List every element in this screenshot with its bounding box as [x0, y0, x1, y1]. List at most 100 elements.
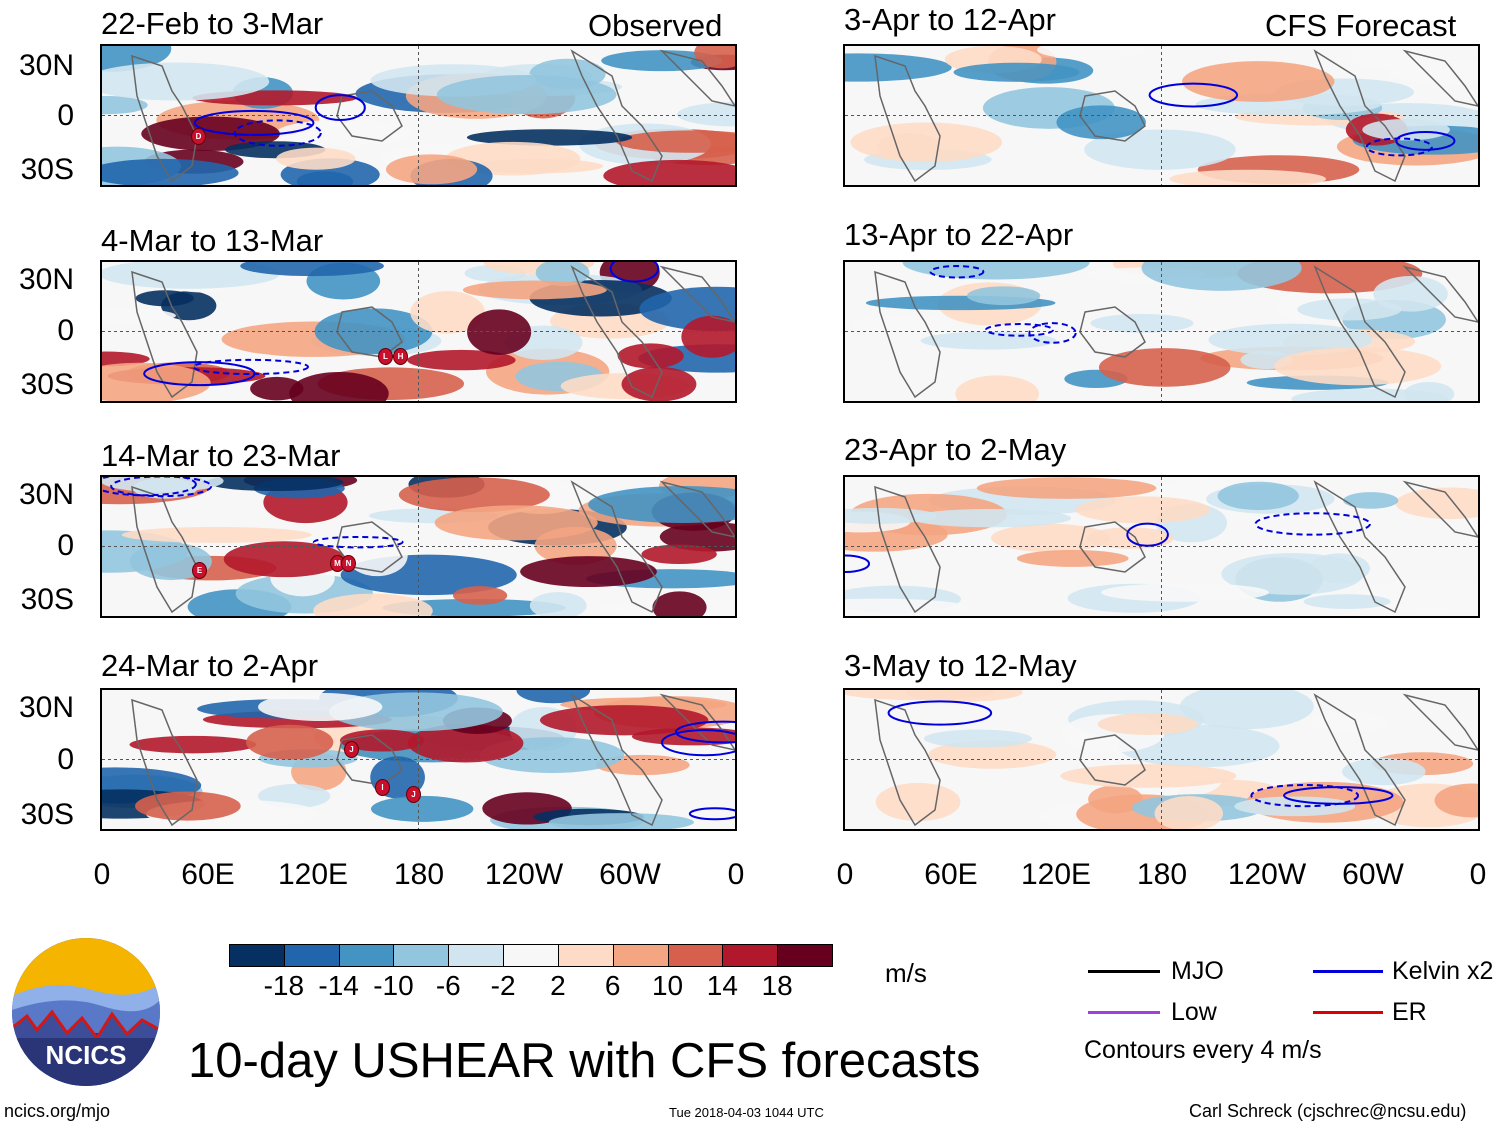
shear-anomaly-blob [102, 158, 239, 185]
kelvin-contour [929, 265, 985, 279]
kelvin-contour [660, 729, 735, 757]
coastline [1313, 265, 1406, 399]
shear-anomaly-blob [529, 592, 587, 616]
shear-anomaly-blob [141, 116, 280, 151]
x-tick-label: 60E [181, 858, 235, 891]
shear-anomaly-blob [1060, 764, 1237, 788]
x-tick-label: 60E [924, 858, 978, 891]
shear-anomaly-blob [339, 729, 425, 752]
x-tick-label: 0 [836, 858, 854, 891]
shear-anomaly-blob [1182, 61, 1335, 102]
shear-anomaly-blob [928, 740, 1057, 769]
shear-anomaly-blob [1016, 549, 1129, 567]
shear-anomaly-blob [134, 791, 241, 821]
storm-marker: D [191, 128, 206, 145]
shear-anomaly-blob [407, 723, 524, 763]
shear-anomaly-blob [102, 351, 150, 367]
shear-anomaly-blob [223, 541, 345, 578]
kelvin-contour [1250, 783, 1360, 808]
y-tick-label: 0 [57, 314, 74, 347]
kelvin-contour [1283, 786, 1394, 805]
shear-anomaly-blob [1154, 795, 1224, 829]
x-tick-label: 120E [1020, 858, 1092, 891]
y-tick-label: 0 [57, 529, 74, 562]
kelvin-contour [674, 720, 735, 744]
shear-anomaly-blob [694, 46, 735, 69]
panel-title: 4-Mar to 13-Mar [101, 223, 324, 258]
storm-marker: E [192, 562, 207, 579]
shear-anomaly-blob [240, 262, 384, 277]
y-tick-label: 30N [18, 49, 74, 82]
shear-anomaly-blob [1349, 46, 1435, 70]
coastline [1402, 49, 1478, 107]
map-panel [100, 688, 737, 831]
legend-line-er [1313, 1011, 1383, 1014]
x-tick-label: 120E [277, 858, 349, 891]
shear-anomaly-blob [466, 129, 633, 146]
x-tick-label: 120W [1227, 858, 1307, 891]
main-title: 10-day USHEAR with CFS forecasts [188, 1034, 981, 1088]
shear-anomaly-blob [535, 262, 590, 287]
shear-anomaly-blob [453, 586, 508, 605]
shear-anomaly-blob [462, 280, 607, 300]
footer-credit: Carl Schreck (cjschrec@ncsu.edu) [1189, 1101, 1467, 1121]
coastline [1079, 306, 1146, 358]
colorbar-cell [448, 944, 505, 967]
colorbar-tick-label: -18 [263, 970, 305, 1001]
colorbar-cell [777, 944, 833, 967]
colorbar-tick-label: 2 [550, 970, 566, 1001]
shear-anomaly-blob [603, 159, 735, 185]
colorbar-cell [393, 944, 450, 967]
y-tick-label: 30N [18, 263, 74, 296]
coastline [336, 734, 403, 786]
y-tick-label: 30S [20, 583, 74, 616]
shear-anomaly-blob [652, 591, 707, 616]
shear-anomaly-blob [1098, 348, 1231, 387]
kelvin-contour [102, 477, 197, 497]
coastline [131, 54, 198, 183]
coastline [570, 265, 663, 399]
logo-text: NCICS [45, 1040, 127, 1070]
shear-anomaly-blob [1090, 313, 1194, 333]
legend-line-low [1088, 1011, 1160, 1014]
kelvin-contour [1148, 82, 1239, 108]
shear-anomaly-blob [1037, 46, 1146, 60]
map-panel [843, 688, 1480, 831]
shear-anomaly-blob [539, 705, 709, 736]
panel-title: 14-Mar to 23-Mar [101, 438, 341, 473]
panel-title: 3-Apr to 12-Apr [844, 2, 1056, 37]
colorbar-tick-label: 18 [761, 970, 793, 1001]
legend-label-kelvin: Kelvin x2 [1392, 957, 1494, 985]
shear-anomaly-blob [953, 62, 1080, 82]
coastline [874, 485, 941, 614]
kelvin-contour [1254, 512, 1371, 536]
shear-anomaly-blob [1169, 169, 1327, 185]
coastline [570, 49, 663, 183]
colorbar-tick-label: -6 [435, 970, 461, 1001]
shear-anomaly-blob [1086, 527, 1174, 549]
shear-anomaly-blob [516, 690, 591, 704]
shear-anomaly-blob [370, 795, 474, 822]
panel-title: 22-Feb to 3-Mar [101, 6, 324, 41]
map-panel [100, 475, 737, 618]
shear-anomaly-blob [1234, 796, 1356, 817]
y-tick-label: 30S [20, 368, 74, 401]
kelvin-contour [984, 323, 1055, 337]
shear-anomaly-blob [955, 375, 1040, 401]
kelvin-contour [233, 119, 322, 147]
legend-label-mjo: MJO [1171, 957, 1224, 985]
shear-anomaly-blob [923, 729, 1032, 748]
shear-anomaly-blob [246, 724, 334, 760]
shear-anomaly-blob [102, 46, 172, 72]
x-tick-label: 0 [1469, 858, 1487, 891]
shear-anomaly-blob [289, 371, 389, 401]
x-tick-label: 60W [599, 858, 661, 891]
shear-anomaly-blob [520, 556, 657, 588]
coastline [1313, 480, 1406, 614]
footer-url: ncics.org/mjo [4, 1101, 111, 1121]
shear-anomaly-blob [346, 535, 408, 577]
kelvin-contour [110, 477, 213, 498]
storm-marker: J [406, 786, 421, 803]
kelvin-contour [314, 94, 366, 121]
shear-anomaly-blob [681, 315, 735, 358]
